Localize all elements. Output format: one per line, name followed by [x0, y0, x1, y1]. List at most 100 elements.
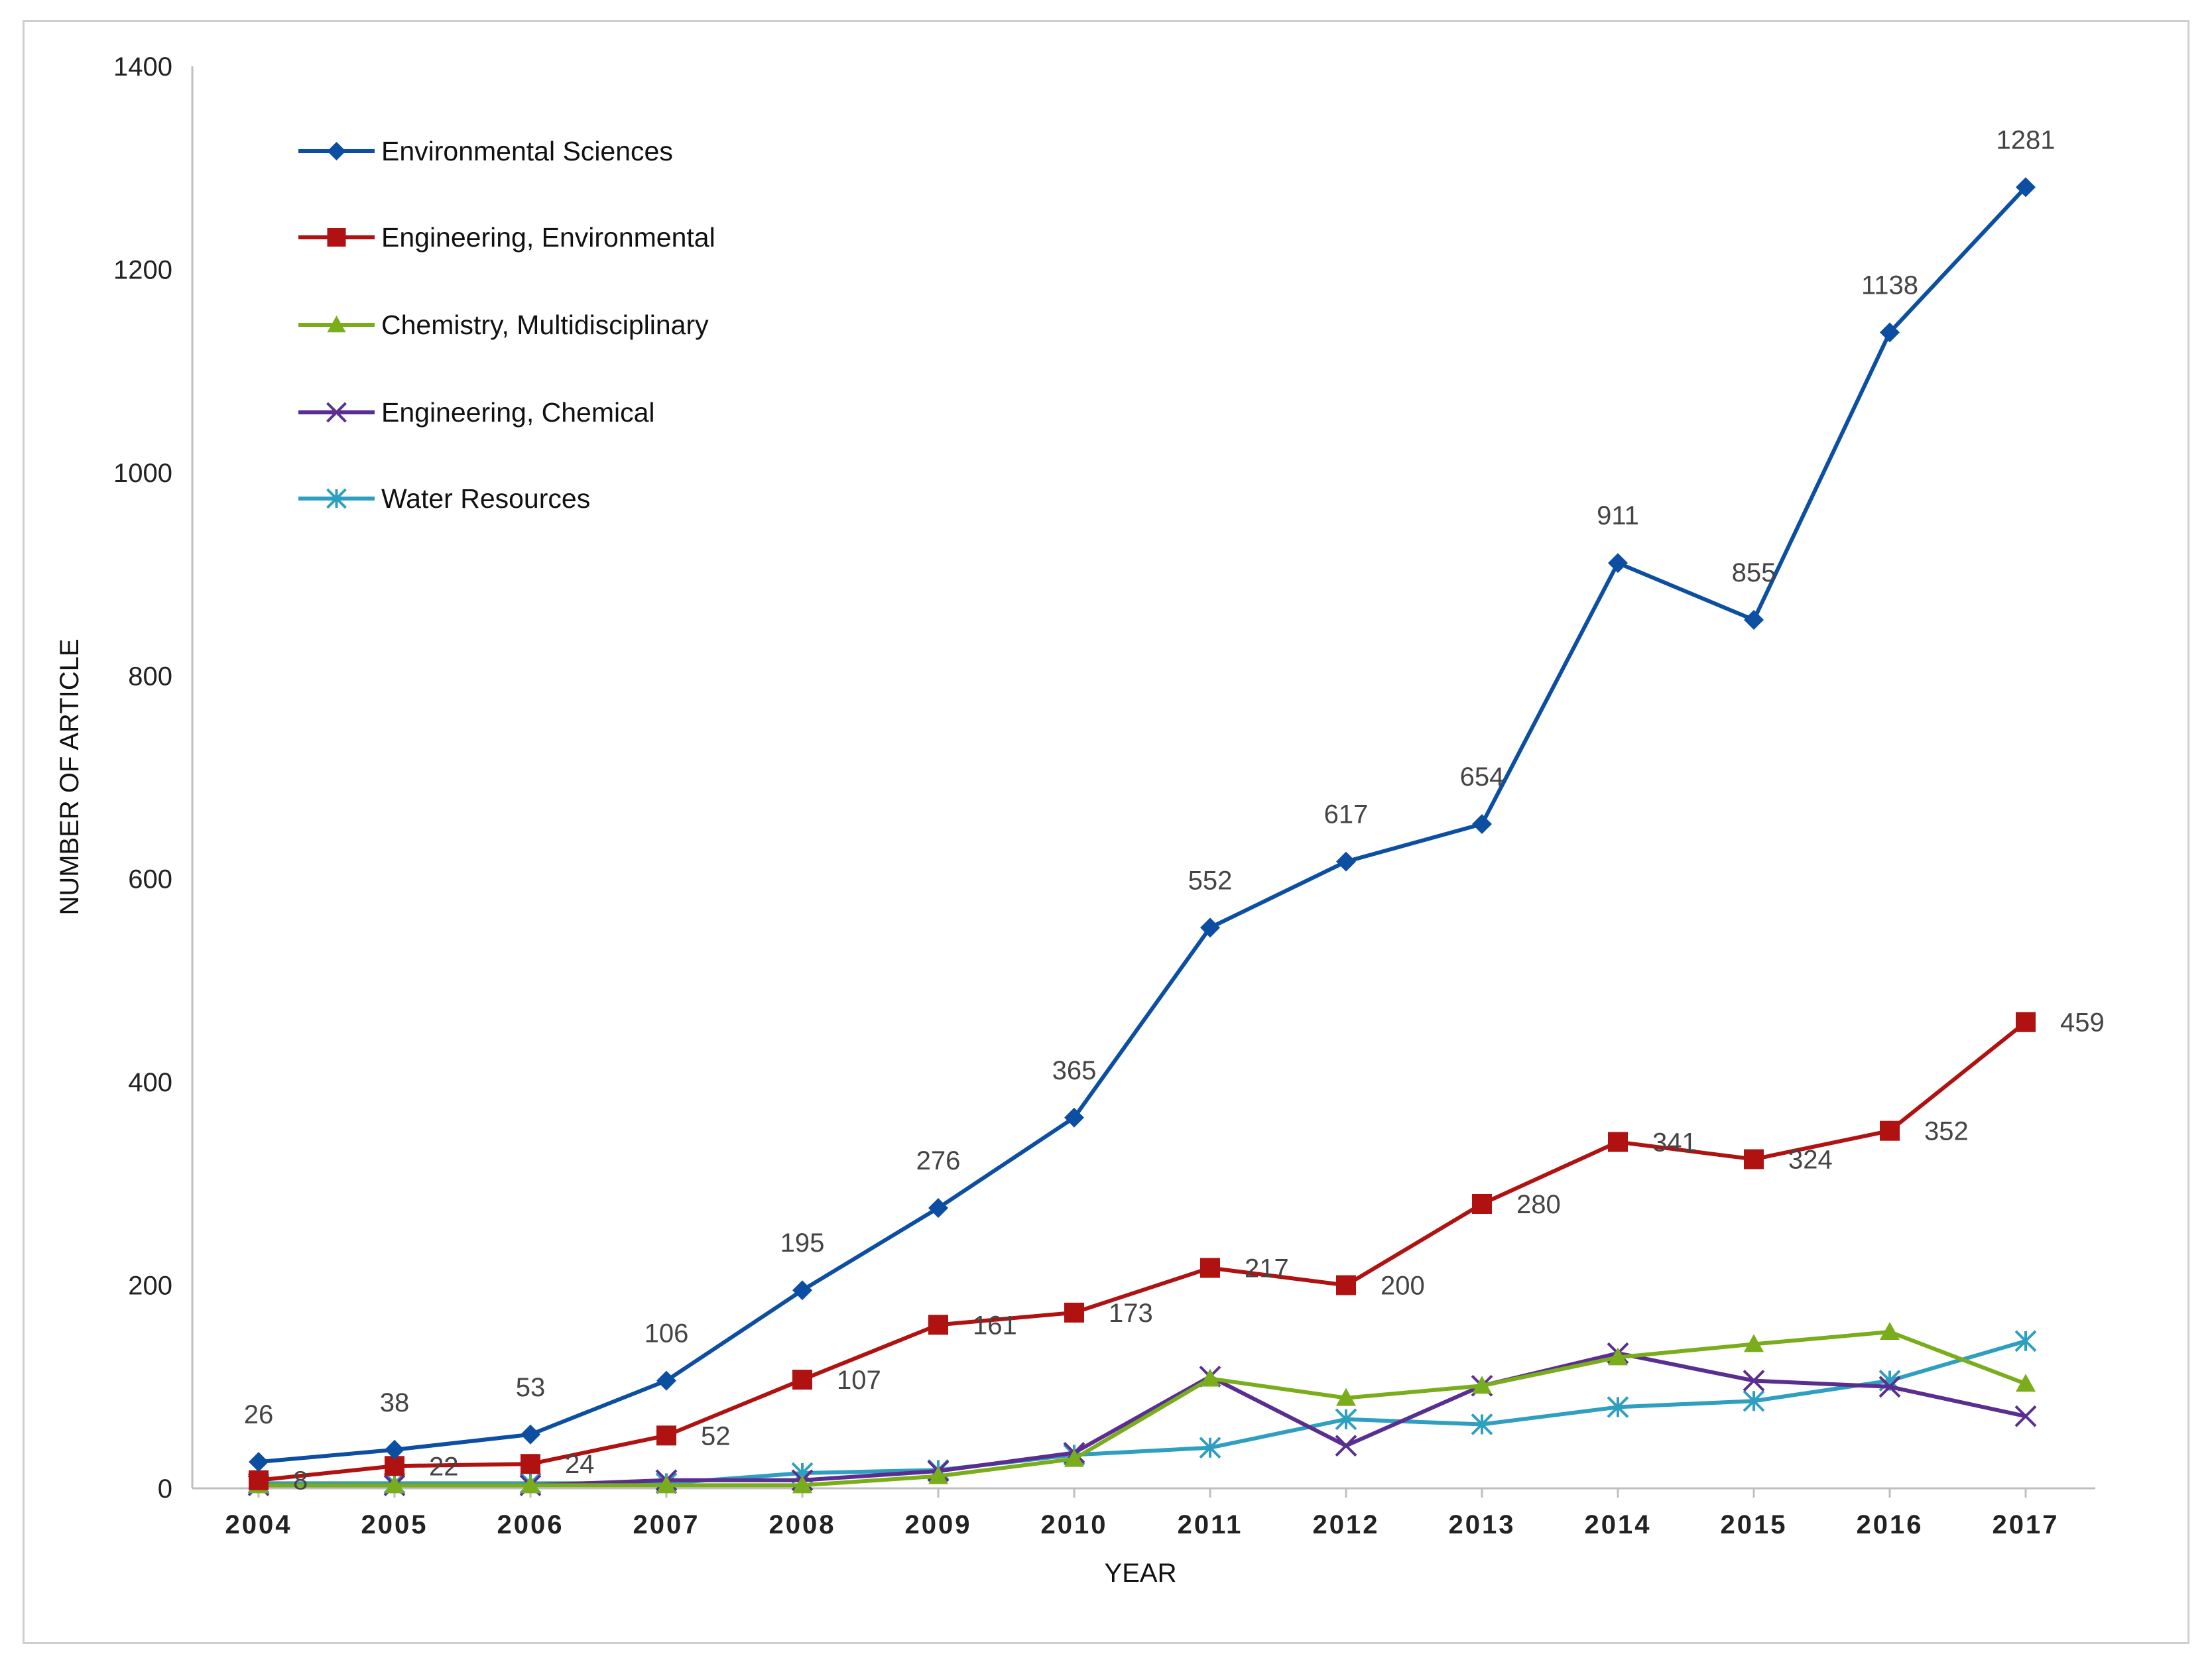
- data-point: [249, 1470, 269, 1490]
- data-label: 617: [1324, 800, 1369, 829]
- data-label: 341: [1652, 1128, 1697, 1158]
- data-point: [385, 1475, 404, 1494]
- data-point: [1200, 1368, 1220, 1387]
- data-point: [656, 1475, 676, 1494]
- data-point: [1743, 1390, 1765, 1412]
- data-label: 352: [1924, 1117, 1969, 1146]
- x-tick-label: 2009: [905, 1510, 972, 1539]
- data-point: [1608, 1132, 1628, 1152]
- data-point: [1064, 1449, 1084, 1467]
- data-point: [1336, 1388, 1356, 1406]
- data-point: [1335, 1408, 1357, 1431]
- x-tick-label: 2008: [769, 1510, 836, 1539]
- data-point: [1880, 322, 1900, 343]
- x-tick-label: 2010: [1041, 1510, 1108, 1539]
- data-point: [327, 316, 346, 333]
- data-point: [249, 1452, 269, 1472]
- axes: [191, 66, 2095, 1490]
- data-point: [521, 1475, 540, 1494]
- x-tick-label: 2011: [1178, 1510, 1243, 1539]
- data-point: [1472, 813, 1492, 834]
- data-label: 552: [1188, 866, 1233, 895]
- data-label: 195: [780, 1228, 825, 1258]
- x-tick-label: 2013: [1449, 1510, 1516, 1539]
- data-point: [1064, 1107, 1084, 1128]
- data-label: 8: [293, 1466, 308, 1496]
- data-point: [1744, 1149, 1764, 1169]
- data-point: [1200, 918, 1220, 938]
- data-point: [792, 1280, 812, 1301]
- y-tick-label: 600: [128, 865, 172, 894]
- data-point: [1200, 1258, 1220, 1278]
- data-point-stroke: [1335, 1435, 1357, 1457]
- data-point: [928, 1466, 948, 1484]
- data-point: [1336, 1275, 1356, 1295]
- legend-item: Engineering, Environmental: [298, 222, 715, 253]
- data-point: [327, 142, 346, 160]
- series-4: [247, 1330, 2037, 1494]
- x-axis-title: YEAR: [1105, 1559, 1177, 1588]
- data-label: 1138: [1861, 270, 1918, 300]
- data-label: 52: [701, 1421, 731, 1451]
- legend-label: Engineering, Chemical: [381, 397, 655, 428]
- data-label: 855: [1732, 558, 1776, 587]
- data-point: [1335, 1435, 1357, 1457]
- data-label: 173: [1109, 1299, 1153, 1328]
- data-point: [1607, 1396, 1629, 1418]
- x-tick-label: 2012: [1313, 1510, 1380, 1539]
- data-label: 280: [1516, 1190, 1561, 1219]
- data-label: 276: [916, 1146, 961, 1175]
- data-point: [792, 1475, 812, 1494]
- data-point: [521, 1424, 540, 1445]
- x-tick-label: 2004: [225, 1510, 292, 1539]
- y-tick-label: 400: [128, 1068, 172, 1097]
- legend-item: Engineering, Chemical: [298, 397, 655, 428]
- data-labels-layer: 26 38 53 106 195 276 365 552 617 654 911 855 1138 128…: [244, 125, 2105, 1495]
- series-line: [258, 1020, 2027, 1482]
- data-label: 459: [2060, 1008, 2105, 1038]
- data-point: [327, 228, 346, 247]
- data-label: 217: [1245, 1254, 1289, 1283]
- legend-item: Chemistry, Multidisciplinary: [298, 310, 709, 340]
- data-point: [1878, 1376, 1901, 1398]
- data-point: [1472, 1194, 1492, 1214]
- data-point-stroke: [326, 402, 347, 423]
- y-axis-title: NUMBER OF ARTICLE: [55, 638, 84, 915]
- data-point: [1743, 1370, 1765, 1392]
- data-point: [385, 1439, 404, 1460]
- data-label: 1281: [1997, 125, 2056, 154]
- series-0: [249, 177, 2036, 1472]
- data-point: [2014, 1405, 2037, 1427]
- data-point: [326, 488, 347, 509]
- data-point-stroke: [1743, 1370, 1765, 1392]
- series-2: [249, 1322, 2036, 1494]
- data-point: [1608, 1347, 1628, 1366]
- data-label: 106: [645, 1319, 689, 1348]
- data-point: [1744, 1334, 1764, 1352]
- data-point: [656, 1370, 676, 1391]
- data-point: [1336, 851, 1356, 872]
- data-point: [2016, 177, 2036, 198]
- chart-frame: [23, 20, 2189, 1644]
- x-tick-label: 2017: [1993, 1510, 2059, 1539]
- y-tick-label: 1000: [113, 459, 172, 488]
- series-line: [259, 1330, 2027, 1488]
- data-point: [1880, 1322, 1900, 1340]
- data-label: 654: [1460, 762, 1505, 792]
- data-label: 161: [973, 1311, 1017, 1340]
- legend-label: Water Resources: [381, 483, 590, 514]
- data-point: [1880, 1120, 1900, 1141]
- data-point: [928, 1315, 948, 1335]
- data-label: 365: [1052, 1056, 1097, 1085]
- data-point: [1608, 553, 1628, 573]
- data-label: 200: [1381, 1272, 1425, 1301]
- data-label: 107: [837, 1366, 881, 1395]
- x-tick-label: 2005: [361, 1510, 428, 1539]
- series-1: [249, 1012, 2036, 1490]
- x-tick-label: 2016: [1857, 1510, 1924, 1539]
- x-tick-label: 2014: [1585, 1510, 1652, 1539]
- y-tick-label: 200: [128, 1272, 172, 1301]
- data-point: [1472, 1376, 1492, 1394]
- x-tick-label: 2006: [497, 1510, 564, 1539]
